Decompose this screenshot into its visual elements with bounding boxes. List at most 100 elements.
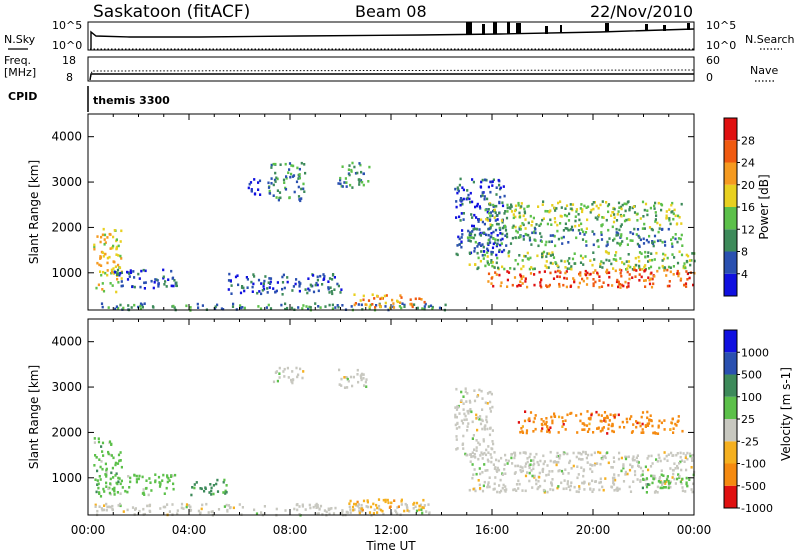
echo-cell [339,176,342,180]
echo-cell [462,395,465,398]
echo-cell [624,473,627,476]
echo-cell [137,477,140,481]
echo-cell [111,487,114,491]
echo-cell [274,290,277,294]
echo-cell [476,267,479,271]
echo-cell [584,452,587,456]
echo-cell [390,501,393,505]
echo-cell [649,265,653,269]
velocity-echo-region [338,368,368,389]
echo-cell [565,277,568,280]
echo-cell [691,490,694,494]
echo-cell [533,273,536,276]
echo-cell [464,390,467,393]
echo-cell [587,453,590,457]
power-echo-region [267,161,307,203]
echo-cell [661,486,664,490]
echo-cell [619,257,622,260]
echo-cell [540,285,543,289]
echo-cell [331,307,334,310]
echo-cell [215,482,218,486]
echo-cell [518,215,522,219]
echo-cell [677,473,680,476]
echo-cell [366,499,369,502]
echo-cell [563,479,566,482]
echo-cell [528,455,531,459]
echo-cell [163,283,166,286]
echo-cell [302,370,305,373]
echo-cell [481,191,484,194]
echo-cell [359,163,362,167]
echo-cell [261,289,264,292]
echo-cell [306,291,309,295]
echo-cell [144,269,147,273]
echo-cell [542,420,545,423]
echo-cell [340,288,343,291]
echo-cell [348,164,351,167]
echo-cell [646,416,649,420]
echo-cell [513,209,517,213]
echo-cell [647,468,650,472]
echo-cell [500,219,504,222]
echo-cell [650,277,653,281]
echo-cell [492,237,495,240]
echo-cell [566,259,569,263]
colorbar-segment [724,485,737,508]
echo-cell [542,488,545,492]
echo-cell [128,486,131,489]
echo-cell [671,236,675,239]
echo-cell [300,187,303,191]
echo-cell [610,485,614,489]
echo-cell [491,251,494,254]
echo-cell [514,259,517,262]
echo-cell [101,233,104,237]
echo-cell [531,486,534,489]
echo-cell [483,480,486,484]
echo-cell [543,479,546,483]
echo-cell [401,302,404,305]
echo-cell [479,487,482,490]
echo-cell [521,425,524,428]
echo-cell [554,261,557,264]
nsky-frame [87,21,695,51]
echo-cell [661,259,664,262]
echo-cell [578,457,581,461]
echo-cell [676,464,679,468]
echo-cell [516,464,519,468]
echo-cell [504,485,507,488]
echo-cell [496,243,499,247]
echo-cell [281,287,284,291]
echo-cell [269,282,272,285]
velocity-echo-region [272,366,305,385]
echo-cell [473,448,476,451]
echo-cell [296,166,299,170]
echo-cell [477,256,480,260]
echo-cell [578,281,581,285]
echo-cell [340,511,344,515]
echo-cell [281,275,284,279]
echo-cell [526,460,529,464]
echo-cell [653,207,656,210]
echo-cell [649,465,653,468]
echo-cell [647,251,650,254]
echo-cell [526,251,529,255]
echo-cell [578,218,581,222]
echo-cell [116,268,120,272]
echo-cell [524,227,527,230]
echo-cell [674,233,677,236]
echo-cell [582,474,585,478]
echo-cell [131,506,135,509]
echo-cell [481,457,484,460]
echo-cell [567,485,570,488]
echo-cell [640,252,643,255]
echo-cell [518,482,521,486]
echo-cell [672,454,675,457]
echo-cell [564,266,567,269]
echo-cell [537,479,540,483]
echo-cell [592,271,595,274]
echo-cell [566,480,569,483]
echo-cell [490,277,493,280]
echo-cell [580,222,583,226]
echo-cell [679,460,682,464]
echo-cell [513,267,516,271]
